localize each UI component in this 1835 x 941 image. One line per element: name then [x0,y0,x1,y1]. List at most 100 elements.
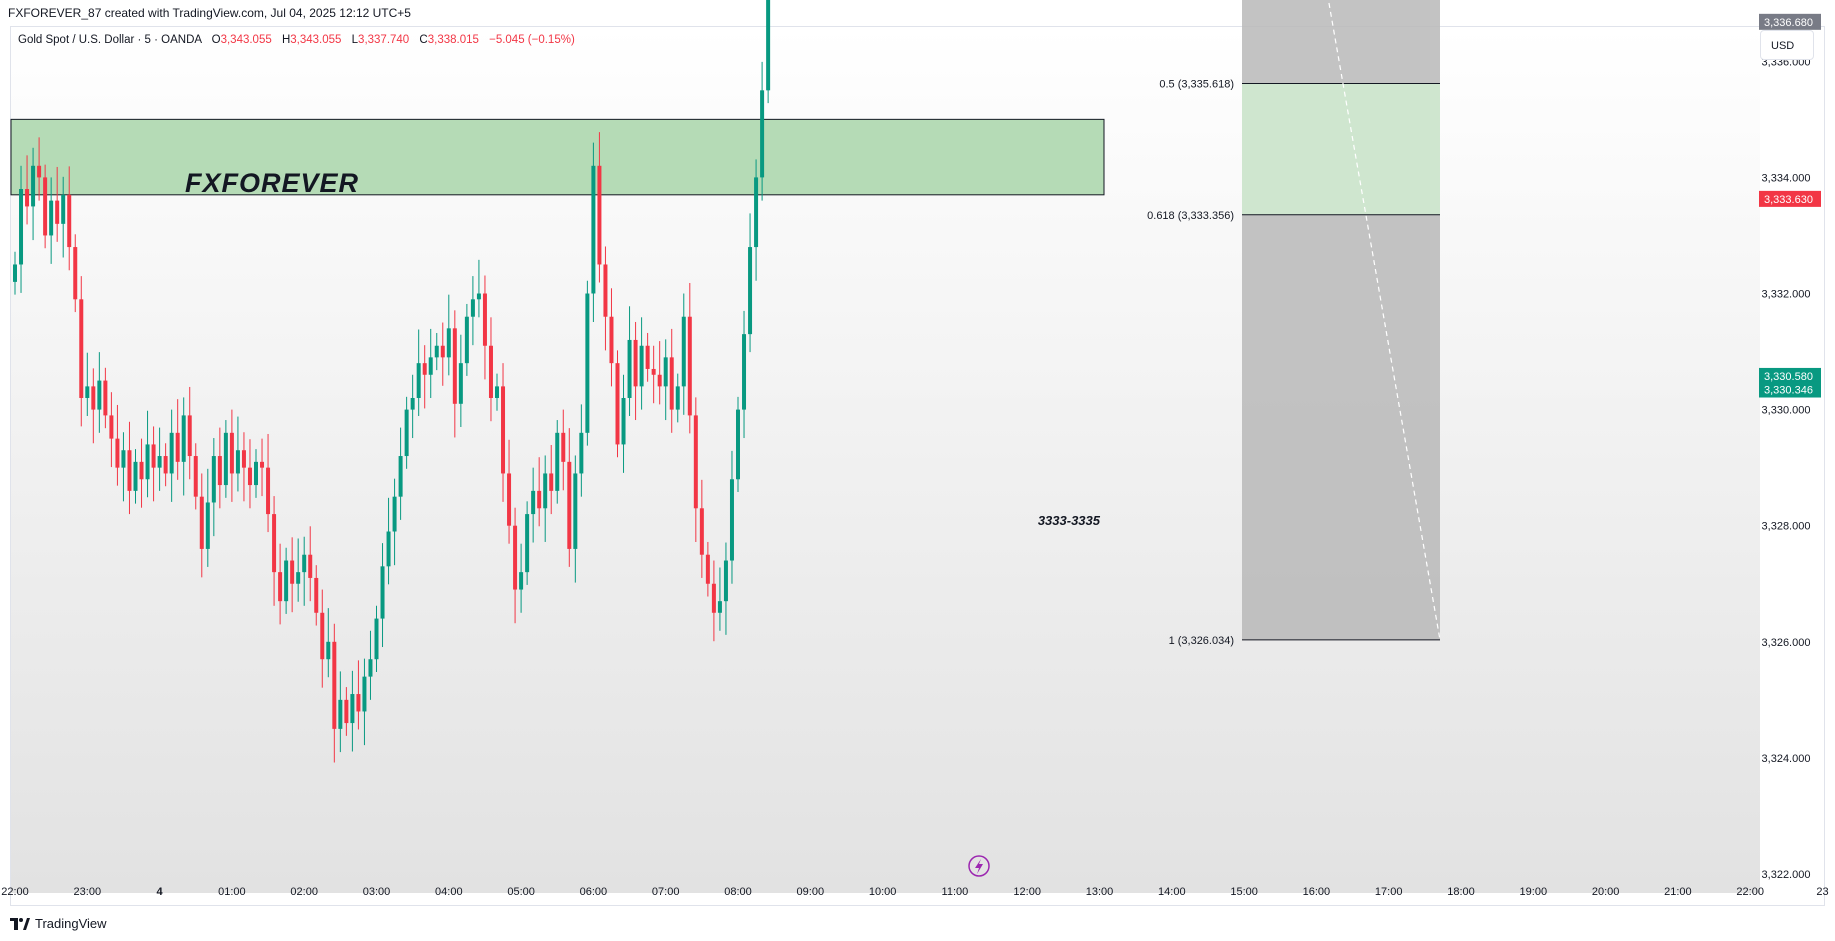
price-tag-label: 3,330.580 [1764,371,1813,383]
tradingview-logo-icon [10,917,30,930]
candle-body [235,450,240,474]
candle-body [766,0,771,91]
x-tick-label: 15:00 [1230,886,1258,898]
candle-body [645,345,650,369]
x-tick-label: 09:00 [797,886,825,898]
candle-body [302,554,307,573]
ohlc-legend: Gold Spot / U.S. Dollar · 5 · OANDA O3,3… [18,34,575,46]
candle-body [386,531,391,567]
x-tick-label: 17:00 [1375,886,1403,898]
candle-body [567,461,572,549]
candle-body [476,293,481,300]
candle-body [109,415,114,439]
candle-body [290,560,295,584]
candle-body [211,456,216,503]
fib-level-label: 0.5 (3,335.618) [1159,78,1234,90]
candle-body [717,601,722,613]
price-tag-label: 3,330.346 [1764,385,1813,397]
candle-body [693,415,698,509]
candle-body [633,339,638,387]
candle-body [525,514,530,573]
candle-body [669,357,674,410]
candle-body [169,432,174,474]
candle-body [332,641,337,729]
candle-body [272,514,277,573]
candle-body [748,247,753,335]
y-tick-label: 3,334.000 [1762,172,1811,184]
candle-body [495,386,499,398]
candle-body [115,438,120,468]
fib-level-label: 1 (3,326.034) [1169,635,1234,647]
candle-body [49,200,54,236]
x-tick-label: 14:00 [1158,886,1186,898]
candle-body [139,461,144,480]
candle-body [205,502,210,549]
low-value: 3,337.740 [358,34,410,46]
candle-body [314,577,319,613]
candle-body [531,490,536,515]
currency-button[interactable]: USD [1760,30,1814,60]
candle-body [760,90,765,178]
candle-body [501,386,506,474]
symbol-name[interactable]: Gold Spot / U.S. Dollar · 5 · OANDA [18,34,202,46]
candle-body [609,316,614,364]
candle-body [25,189,30,207]
x-tick-label: 07:00 [652,886,680,898]
candle-body [699,508,704,555]
x-tick-label: 23:00 [74,886,102,898]
candle-body [362,676,367,712]
candle-body [585,293,590,433]
chart-watermark: FXFOREVER [185,168,359,198]
candle-body [416,363,421,398]
candle-body [537,490,542,509]
candle-body [43,177,48,236]
candle-body [711,583,716,613]
candle-body [163,456,168,474]
price-tag [1759,190,1821,207]
candle-body [549,473,554,491]
candle-body [73,247,78,300]
open-value: 3,343.055 [220,34,272,46]
candle-body [513,525,518,590]
tradingview-logo[interactable]: TradingView [10,916,107,931]
candle-body [326,641,331,660]
candle-body [85,386,90,398]
chart-credit: FXFOREVER_87 created with TradingView.co… [8,6,411,20]
candle-body [79,299,84,398]
candle-body [380,566,385,619]
candle-body [344,699,349,724]
candle-body [199,496,204,549]
candle-body [217,456,222,486]
y-tick-label: 3,326.000 [1762,637,1811,649]
candle-body [308,554,313,578]
candle-body [151,444,156,468]
x-tick-label: 20:00 [1592,886,1620,898]
candle-body [31,165,36,207]
candle-body [398,456,403,497]
x-tick-label: 21:00 [1664,886,1692,898]
y-tick-label: 3,324.000 [1762,753,1811,765]
chart-pane[interactable] [10,26,1825,906]
close-label: C [419,34,428,46]
price-tag [1759,367,1821,384]
candle-body [627,339,632,398]
candle-body [404,409,409,457]
candle-body [55,200,60,224]
candle-body [410,397,415,410]
candle-body [663,357,668,387]
lightning-icon[interactable] [968,855,990,877]
change-value: −5.045 (−0.15%) [489,34,575,46]
x-tick-label: 22:00 [1,886,29,898]
candle-body [428,357,433,375]
candle-body [187,415,192,457]
x-tick-label: 05:00 [507,886,535,898]
candle-body [603,264,608,317]
candle-body [127,450,132,491]
fib-level-label: 0.618 (3,333.356) [1147,210,1234,222]
candle-body [597,165,602,265]
candle-body [121,450,126,468]
candle-body [97,380,102,410]
candle-body [229,432,234,474]
candle-body [729,479,734,561]
